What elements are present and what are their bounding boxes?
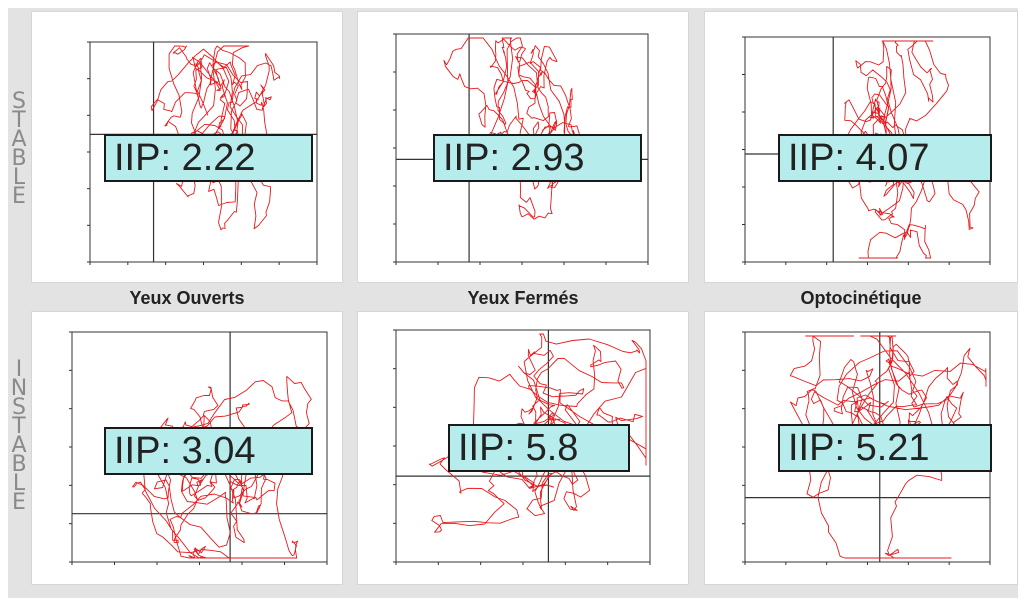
sway-trace <box>842 40 980 259</box>
row-letter: L <box>12 471 26 496</box>
stabilogram-panel: IIP: 4.07 <box>705 12 1017 282</box>
row-letter: B <box>11 452 27 477</box>
row-letter: T <box>12 108 26 133</box>
iip-label: IIP: 3.04 <box>104 427 313 475</box>
iip-label: IIP: 4.07 <box>778 134 992 182</box>
iip-label: IIP: 2.93 <box>433 134 642 182</box>
row-letter: S <box>12 395 26 420</box>
iip-label: IIP: 2.22 <box>104 134 313 182</box>
stabilogram-panel: IIP: 5.8 <box>358 312 688 584</box>
row-letter: A <box>11 127 27 152</box>
stabilogram-panel: IIP: 2.22 <box>32 12 342 282</box>
row-letter: S <box>12 89 26 114</box>
iip-label: IIP: 5.21 <box>778 424 992 472</box>
stabilogram-panel: IIP: 2.93 <box>358 12 688 282</box>
row-letter: B <box>11 146 27 171</box>
column-label-yeux-ouverts: Yeux Ouverts <box>129 288 245 308</box>
row-letter: N <box>10 376 28 401</box>
row-letter: E <box>12 184 26 209</box>
sway-trace <box>428 333 647 533</box>
column-label-optocinetique: Optocinétique <box>800 288 922 308</box>
row-letter: I <box>15 357 23 382</box>
row-letter: A <box>11 433 27 458</box>
row-letter: T <box>12 414 26 439</box>
stabilogram-panel: IIP: 5.21 <box>705 312 1017 584</box>
column-label-yeux-fermes: Yeux Fermés <box>467 288 579 308</box>
row-letter: E <box>12 490 26 515</box>
row-letter: L <box>12 165 26 190</box>
iip-label: IIP: 5.8 <box>448 424 630 472</box>
stabilogram-panel: IIP: 3.04 <box>32 312 342 584</box>
